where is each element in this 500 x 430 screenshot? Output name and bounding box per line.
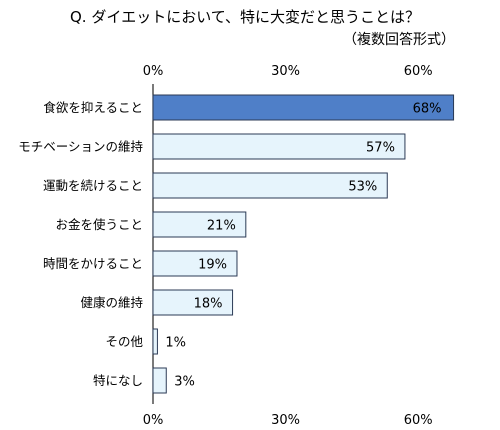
bar: [152, 133, 406, 160]
category-label: お金を使うこと: [55, 217, 143, 232]
bottom-tick-label: 60%: [404, 413, 433, 428]
bar: [152, 250, 238, 277]
category-label: 運動を続けること: [43, 178, 143, 193]
top-tick-label: 30%: [271, 64, 300, 79]
data-label: 57%: [366, 141, 395, 156]
data-label: 1%: [165, 336, 186, 351]
top-axis-ticks: 0% 30% 60%: [143, 64, 433, 79]
bar: [152, 328, 158, 355]
bar: [152, 172, 388, 199]
data-label: 21%: [207, 219, 236, 234]
category-label: 食欲を抑えること: [43, 100, 143, 115]
data-label: 19%: [198, 258, 227, 273]
data-label: 18%: [194, 297, 223, 312]
data-label: 53%: [348, 180, 377, 195]
data-label: 68%: [413, 102, 442, 117]
bar: [152, 211, 247, 238]
bar: [152, 289, 234, 316]
bar: [152, 94, 455, 121]
category-label: その他: [105, 334, 143, 349]
bottom-tick-label: 0%: [143, 413, 164, 428]
category-label: 時間をかけること: [43, 256, 143, 271]
category-label: 健康の維持: [80, 295, 143, 310]
bottom-axis-ticks: 0% 30% 60%: [143, 413, 433, 428]
top-tick-label: 0%: [143, 64, 164, 79]
bottom-tick-label: 30%: [271, 413, 300, 428]
category-label: モチベーションの維持: [18, 139, 143, 154]
chart-subtitle: （複数回答形式）: [343, 31, 455, 48]
category-label: 特になし: [93, 373, 143, 388]
bar: [152, 367, 167, 394]
data-label: 3%: [174, 375, 195, 390]
top-tick-label: 60%: [404, 64, 433, 79]
chart-title: Q. ダイエットにおいて、特に大変だと思うことは？: [70, 8, 420, 26]
plot-area: 食欲を抑えること 68% モチベーションの維持 57% 運動を続けること 53% お金を使う…: [18, 84, 455, 404]
